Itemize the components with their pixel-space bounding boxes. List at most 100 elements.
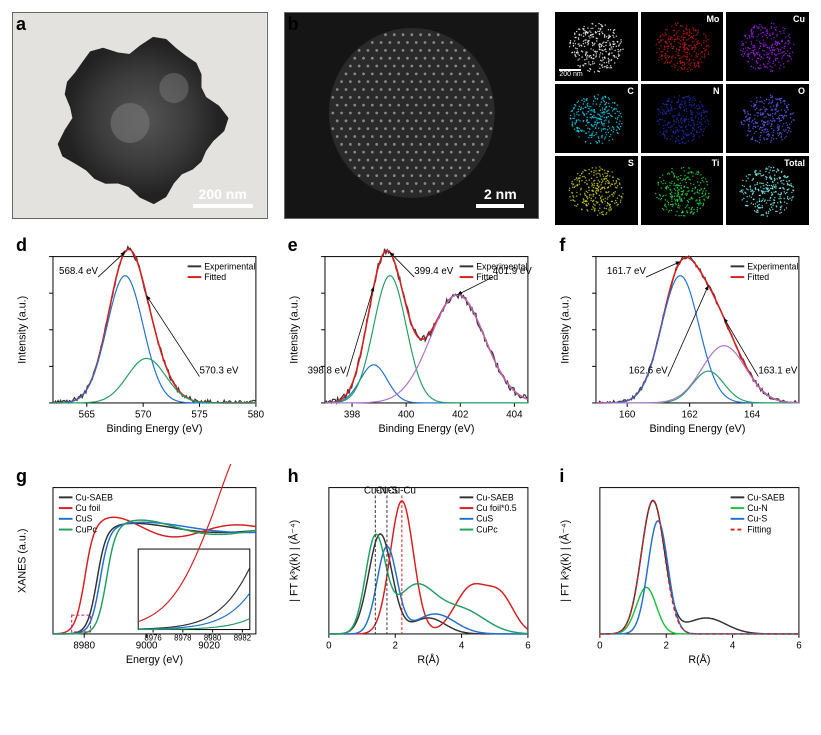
svg-text:8978: 8978 xyxy=(174,633,191,642)
eds-element-label: Cu xyxy=(793,14,805,24)
eds-map-cell: Cu xyxy=(726,12,809,81)
svg-text:R(Å): R(Å) xyxy=(417,653,439,666)
eds-map-cell: Ti xyxy=(641,156,724,225)
svg-text:4: 4 xyxy=(459,641,465,652)
ft-exafs-chart-i: 0246R(Å)| FT k³χ(k) | (Å⁻⁴)Cu-SAEBCu-NCu… xyxy=(555,464,809,679)
svg-text:2: 2 xyxy=(392,641,397,652)
panel-label-e: e xyxy=(288,235,298,256)
scalebar: 200 nm xyxy=(193,186,253,208)
panel-h: h 0246R(Å)| FT k³χ(k) | (Å⁻⁴)Cu-NCu-SCu-… xyxy=(284,464,538,679)
svg-text:162.6 eV: 162.6 eV xyxy=(629,366,669,377)
svg-text:Cu-N: Cu-N xyxy=(748,503,768,513)
svg-text:8976: 8976 xyxy=(144,633,161,642)
eds-element-label: Total xyxy=(784,158,805,168)
panel-label-f: f xyxy=(559,235,565,256)
svg-text:Experimental: Experimental xyxy=(476,261,527,271)
svg-text:CuS: CuS xyxy=(75,514,92,524)
svg-text:565: 565 xyxy=(79,410,96,421)
svg-text:6: 6 xyxy=(797,641,802,652)
svg-text:164: 164 xyxy=(744,410,761,421)
svg-text:Intensity (a.u.): Intensity (a.u.) xyxy=(288,296,300,364)
eds-map-cell: N xyxy=(641,84,724,153)
scalebar-text: 200 nm xyxy=(199,186,247,202)
svg-text:575: 575 xyxy=(191,410,208,421)
eds-map-cell: C xyxy=(555,84,638,153)
svg-text:8980: 8980 xyxy=(204,633,222,642)
svg-text:Binding Energy (eV): Binding Energy (eV) xyxy=(650,423,746,435)
eds-map-cell: Total xyxy=(726,156,809,225)
svg-text:398.8 eV: 398.8 eV xyxy=(307,366,347,377)
svg-text:8982: 8982 xyxy=(234,633,251,642)
svg-text:CuS: CuS xyxy=(476,514,493,524)
xps-chart-d: 565 570 575 580 Binding Energy (eV) Intensity… xyxy=(12,233,266,448)
panel-f: f 160162164Binding Energy (eV)Intensity … xyxy=(555,233,809,448)
hrtem-micrograph: 2 nm xyxy=(284,12,540,219)
panel-label-d: d xyxy=(16,235,27,256)
svg-text:404: 404 xyxy=(506,410,523,421)
svg-text:| FT k³χ(k) | (Å⁻⁴): | FT k³χ(k) | (Å⁻⁴) xyxy=(559,520,572,602)
svg-text:Experimental: Experimental xyxy=(204,261,255,271)
svg-text:402: 402 xyxy=(452,410,468,421)
panel-c: c 200 nmMoCuCNOSTiTotal xyxy=(555,12,809,217)
eds-map-grid: 200 nmMoCuCNOSTiTotal xyxy=(555,12,809,217)
panel-g: g 898090009020Energy (eV)XANES (a.u.)897… xyxy=(12,464,266,679)
panel-d: d 565 570 575 580 Binding Energy (eV) Intensi… xyxy=(12,233,266,448)
svg-text:Cu-SAEB: Cu-SAEB xyxy=(748,492,786,502)
svg-text:570: 570 xyxy=(135,410,152,421)
eds-element-label: N xyxy=(713,86,720,96)
svg-text:Fitted: Fitted xyxy=(748,272,770,282)
eds-scalebar: 200 nm xyxy=(559,69,582,78)
svg-text:R(Å): R(Å) xyxy=(689,653,711,666)
svg-text:Cu-Cu: Cu-Cu xyxy=(387,485,415,496)
svg-text:Intensity (a.u.): Intensity (a.u.) xyxy=(560,296,572,364)
svg-text:568.4 eV: 568.4 eV xyxy=(59,266,99,277)
eds-map-cell: O xyxy=(726,84,809,153)
svg-text:580: 580 xyxy=(248,410,265,421)
svg-text:Cu-SAEB: Cu-SAEB xyxy=(476,492,514,502)
eds-map-cell: Mo xyxy=(641,12,724,81)
svg-text:Cu foil*0.5: Cu foil*0.5 xyxy=(476,503,517,513)
eds-map-cell: S xyxy=(555,156,638,225)
eds-element-label: Mo xyxy=(706,14,719,24)
scalebar: 2 nm xyxy=(476,186,524,208)
svg-text:Fitting: Fitting xyxy=(748,524,772,534)
svg-text:Fitted: Fitted xyxy=(204,272,226,282)
svg-text:0: 0 xyxy=(326,641,332,652)
xps-chart-f: 160162164Binding Energy (eV)Intensity (a… xyxy=(555,233,809,448)
tem-micrograph: 200 nm xyxy=(12,12,268,219)
panel-e: e 398 400 402 404 Binding Energy (eV) Intensi… xyxy=(284,233,538,448)
svg-text:Cu foil: Cu foil xyxy=(75,503,100,513)
eds-element-label: O xyxy=(798,86,805,96)
eds-element-label: S xyxy=(628,158,634,168)
svg-text:CuPc: CuPc xyxy=(75,524,97,534)
svg-text:6: 6 xyxy=(525,641,530,652)
svg-text:4: 4 xyxy=(730,641,736,652)
svg-text:CuPc: CuPc xyxy=(476,524,498,534)
panel-label-h: h xyxy=(288,466,299,487)
eds-element-label: C xyxy=(627,86,634,96)
svg-text:400: 400 xyxy=(398,410,415,421)
svg-text:Binding Energy (eV): Binding Energy (eV) xyxy=(378,423,474,435)
panel-label-a: a xyxy=(16,14,26,35)
panel-a: a 200 nm xyxy=(12,12,266,217)
svg-text:8980: 8980 xyxy=(73,641,95,652)
svg-text:570.3 eV: 570.3 eV xyxy=(200,366,240,377)
figure-grid: a 200 nm b 2 nm c 200 nmMoCuCNOSTiTotal … xyxy=(12,12,809,679)
panel-label-g: g xyxy=(16,466,27,487)
svg-text:163.1 eV: 163.1 eV xyxy=(759,366,799,377)
svg-text:Cu-SAEB: Cu-SAEB xyxy=(75,492,113,502)
svg-text:161.7 eV: 161.7 eV xyxy=(607,266,647,277)
svg-text:Experimental: Experimental xyxy=(748,261,799,271)
xanes-chart: 898090009020Energy (eV)XANES (a.u.)89768… xyxy=(12,464,266,679)
svg-text:| FT k³χ(k) | (Å⁻⁴): | FT k³χ(k) | (Å⁻⁴) xyxy=(287,520,300,602)
svg-text:Binding Energy (eV): Binding Energy (eV) xyxy=(106,423,202,435)
svg-text:XANES (a.u.): XANES (a.u.) xyxy=(17,529,29,593)
svg-text:2: 2 xyxy=(664,641,669,652)
svg-text:Cu-S: Cu-S xyxy=(748,514,768,524)
svg-text:398: 398 xyxy=(344,410,360,421)
svg-text:160: 160 xyxy=(619,410,636,421)
panel-label-c: c xyxy=(559,14,569,35)
panel-i: i 0246R(Å)| FT k³χ(k) | (Å⁻⁴)Cu-SAEBCu-N… xyxy=(555,464,809,679)
ft-exafs-chart-h: 0246R(Å)| FT k³χ(k) | (Å⁻⁴)Cu-NCu-SCu-Cu… xyxy=(284,464,538,679)
svg-text:Intensity (a.u.): Intensity (a.u.) xyxy=(17,296,29,364)
